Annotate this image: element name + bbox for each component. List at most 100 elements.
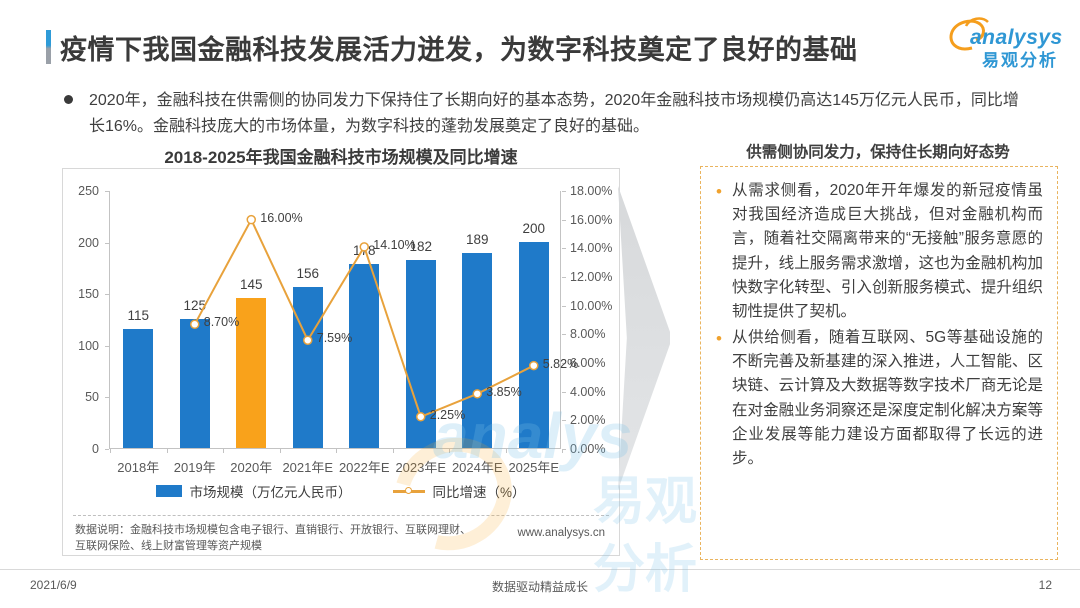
summary-bullet: 2020年，金融科技在供需侧的协同发力下保持住了长期向好的基本态势，2020年金… [64, 88, 1034, 139]
y-axis-right-label: 0.00% [570, 442, 606, 456]
x-axis-tickmark [279, 449, 281, 453]
bar-2018年 [123, 329, 154, 448]
growth-value-label: 7.59% [316, 331, 353, 346]
y-axis-right-tickmark [562, 191, 566, 192]
y-axis-left-label: 250 [78, 184, 99, 198]
insight-panel-title: 供需侧协同发力，保持住长期向好态势 [746, 144, 1010, 161]
y-axis-right-tickmark [562, 305, 566, 307]
line-marker-icon [416, 412, 426, 422]
y-axis-right-tickmark [562, 248, 566, 250]
x-axis-tickmark [449, 449, 450, 453]
y-axis-left-label: 150 [78, 287, 99, 302]
footer-date: 2021/6/9 [30, 578, 77, 592]
chart-title: 2018-2025年我国金融科技市场规模及同比增速 [164, 148, 518, 167]
title-accent-bar [46, 30, 51, 64]
y-axis-right-tickmark [562, 219, 566, 221]
y-axis-right-label: 14.00% [570, 241, 613, 256]
footer-slogan: 数据驱动精益成长 [491, 580, 588, 594]
insight-bullet-demand: 从需求侧看，2020年开年爆发的新冠疫情虽对我国经济造成巨大挑战，但对金融机构而… [715, 179, 1043, 324]
bar-value-label: 200 [522, 220, 546, 236]
x-axis-tickmark [166, 449, 168, 453]
y-axis-left-label: 200 [78, 235, 99, 250]
insight-bullet-list: 从需求侧看，2020年开年爆发的新冠疫情虽对我国经济造成巨大挑战，但对金融机构而… [715, 179, 1043, 471]
x-axis-label: 2021年E [282, 460, 334, 475]
growth-value-label: 5.82% [542, 356, 579, 371]
x-axis-tickmark [223, 449, 224, 453]
y-axis-left-tickmark [105, 242, 109, 244]
y-axis-right-label: 16.00% [570, 212, 613, 227]
analysys-swirl-icon [949, 17, 989, 51]
y-axis-right-tickmark [562, 334, 566, 336]
insight-panel: 从需求侧看，2020年开年爆发的新冠疫情虽对我国经济造成巨大挑战，但对金融机构而… [700, 166, 1058, 560]
bar-value-label: 125 [183, 298, 207, 313]
x-axis-label: 2020年 [230, 460, 273, 475]
y-axis-right-label: 12.00% [570, 270, 613, 284]
footer-page-number: 12 [1038, 578, 1052, 592]
x-axis-label: 2022年E [338, 460, 390, 475]
line-legend-swatch-icon [393, 486, 426, 494]
line-marker-icon [303, 335, 313, 345]
y-axis-left-label: 0 [92, 442, 99, 456]
x-axis-tickmark [392, 449, 394, 453]
bar-value-label: 115 [127, 308, 150, 324]
legend-item-line: 同比增速（%） [393, 481, 526, 501]
bar-value-label: 156 [296, 266, 320, 281]
bar-legend-swatch-icon [156, 485, 183, 497]
y-axis-left-label: 100 [78, 338, 99, 353]
footer-divider [0, 569, 1080, 570]
y-axis-right-tickmark [562, 363, 566, 364]
line-marker-icon [529, 360, 539, 371]
x-axis-tickmark [336, 449, 337, 453]
growth-line-chart [190, 214, 539, 422]
chart-data-note: 数据说明：金融科技市场规模包含电子银行、直销银行、开放银行、互联网理财、互联网保… [75, 524, 471, 552]
bar-value-label: 189 [465, 231, 489, 247]
logo-brand-cn: 易观分析 [982, 51, 1058, 70]
x-axis-label: 2023年E [395, 460, 447, 475]
bar-2022年E [349, 264, 380, 448]
bar-2021年E [292, 287, 323, 448]
plot-area: 1151251451561781821892002018年2019年2020年2… [109, 191, 578, 475]
bar-2024年E [462, 252, 493, 448]
line-marker-icon [359, 242, 369, 252]
insight-bullet-supply: 从供给侧看，随着互联网、5G等基础设施的不断完善及新基建的深入推进，人工智能、区… [715, 326, 1043, 471]
x-axis-tickmark [110, 449, 111, 453]
y-axis-left-label: 50 [85, 390, 99, 405]
chart-container: analys 易观分析 1151251451561781821892002018… [62, 168, 697, 599]
line-marker-icon [246, 214, 256, 225]
y-axis-right-tickmark [562, 420, 566, 422]
logo-brand-en: analysys [970, 26, 1063, 49]
y-axis-right-label: 18.00% [570, 184, 613, 198]
summary-text: 2020年，金融科技在供需侧的协同发力下保持住了长期向好的基本态势，2020年金… [89, 92, 1019, 135]
page-title: 疫情下我国金融科技发展活力迸发，为数字科技奠定了良好的基础 [60, 35, 858, 65]
y-axis-right-label: 6.00% [570, 356, 606, 370]
line-marker-icon [472, 389, 482, 399]
bullet-dot-icon [64, 95, 73, 104]
line-marker-icon [190, 319, 200, 330]
growth-value-label: 14.10% [373, 237, 416, 252]
y-axis-right-label: 2.00% [570, 413, 606, 428]
x-axis-label: 2018年 [117, 460, 160, 475]
bar-2025年E [518, 241, 549, 448]
y-axis-left-tickmark [105, 345, 109, 347]
y-axis-left-tickmark [105, 397, 109, 399]
growth-value-label: 8.70% [203, 315, 240, 330]
x-axis-tickmark [562, 449, 563, 453]
bar-value-label: 182 [409, 239, 433, 255]
y-axis-right-tickmark [562, 391, 566, 393]
y-axis-left-tickmark [105, 449, 109, 450]
chart-source-url: www.analysys.cn [517, 527, 605, 539]
bar-value-label: 145 [239, 277, 263, 293]
analysys-logo: analysys 易观分析 [942, 10, 1063, 70]
x-axis-label: 2024年E [451, 460, 503, 475]
y-axis-right-label: 4.00% [570, 384, 606, 399]
y-axis-right-tickmark [562, 449, 566, 450]
x-axis-label: 2025年E [508, 460, 560, 475]
legend-item-bar: 市场规模（万亿元人民币） [156, 481, 351, 501]
y-axis-right-tickmark [562, 277, 566, 278]
y-axis-left-tickmark [105, 191, 109, 192]
growth-value-label: 3.85% [486, 384, 522, 399]
chart-legend: 市场规模（万亿元人民币） 同比增速（%） [63, 481, 619, 501]
x-axis-label: 2019年 [173, 460, 216, 475]
legend-line-label: 同比增速（%） [432, 485, 526, 500]
